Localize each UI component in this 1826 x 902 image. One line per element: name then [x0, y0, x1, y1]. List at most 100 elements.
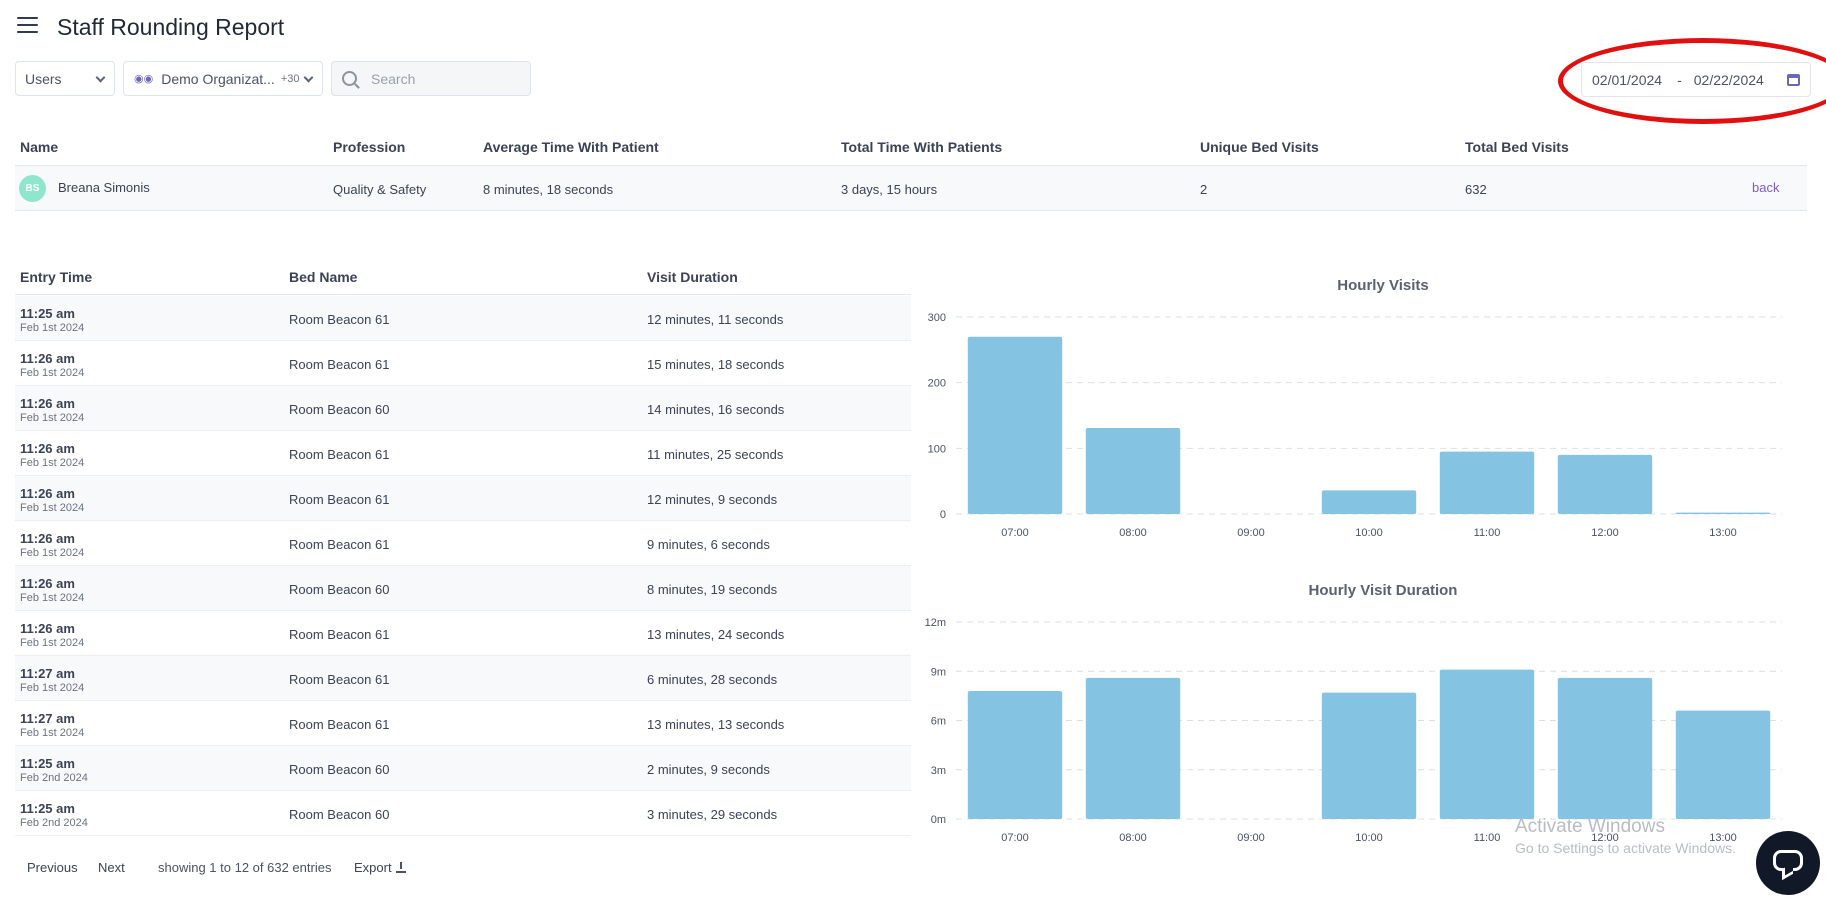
- date-end[interactable]: 02/22/2024: [1693, 71, 1764, 88]
- bed-name: Room Beacon 60: [289, 807, 390, 822]
- visit-duration: 12 minutes, 11 seconds: [647, 312, 784, 327]
- chevron-down-icon: [95, 72, 106, 83]
- entry-time: 11:26 am: [20, 621, 75, 636]
- entry-date: Feb 1st 2024: [20, 637, 85, 649]
- user-name: Breana Simonis: [58, 180, 150, 195]
- visits-header: Entry Time Bed Name Visit Duration: [15, 269, 911, 295]
- visit-duration: 13 minutes, 13 seconds: [647, 717, 785, 732]
- table-row: 11:26 am Feb 1st 2024 Room Beacon 61 15 min…: [15, 341, 911, 386]
- calendar-icon[interactable]: [1787, 74, 1800, 86]
- entry-date: Feb 1st 2024: [20, 727, 85, 739]
- previous-button[interactable]: Previous: [27, 860, 78, 875]
- visit-duration: 6 minutes, 28 seconds: [647, 672, 778, 687]
- visit-duration: 13 minutes, 24 seconds: [647, 627, 785, 642]
- visit-duration: 2 minutes, 9 seconds: [647, 762, 770, 777]
- y-tick-label: 12m: [925, 617, 946, 629]
- windows-watermark: Activate Windows Go to Settings to activ…: [1515, 816, 1736, 856]
- col-name: Name: [20, 139, 59, 155]
- table-row: 11:27 am Feb 1st 2024 Room Beacon 61 6 minu…: [15, 656, 911, 701]
- hourly-visits-svg: Hourly Visits 0 100 200 300 07:00 08:00 09:00 10…: [928, 277, 1782, 539]
- user-profession: Quality & Safety: [333, 182, 427, 197]
- next-button[interactable]: Next: [98, 860, 125, 875]
- bed-name: Room Beacon 61: [289, 492, 390, 507]
- bed-name: Room Beacon 61: [289, 537, 390, 552]
- col-visit-duration: Visit Duration: [647, 269, 738, 285]
- entries-info: showing 1 to 12 of 632 entries: [158, 860, 332, 875]
- unique-beds-value: 2: [1200, 182, 1208, 197]
- table-row: 11:26 am Feb 1st 2024 Room Beacon 60 8 minu…: [15, 566, 911, 611]
- search-placeholder: Search: [371, 70, 416, 87]
- export-label: Export: [354, 860, 392, 875]
- y-tick-label: 0: [940, 509, 946, 521]
- entry-time: 11:26 am: [20, 576, 75, 591]
- bed-name: Room Beacon 60: [289, 762, 390, 777]
- entry-date: Feb 2nd 2024: [20, 817, 88, 829]
- chat-icon: [1773, 850, 1803, 871]
- entry-time: 11:25 am: [20, 756, 75, 771]
- chat-button[interactable]: [1756, 831, 1820, 895]
- search-icon: [342, 71, 357, 86]
- x-tick-label: 07:00: [1001, 832, 1029, 844]
- users-select[interactable]: Users: [15, 61, 115, 96]
- visit-duration: 11 minutes, 25 seconds: [647, 447, 784, 462]
- total-beds-value: 632: [1465, 182, 1487, 197]
- entry-date: Feb 1st 2024: [20, 322, 85, 334]
- users-select-label: Users: [25, 70, 62, 87]
- entry-date: Feb 1st 2024: [20, 412, 85, 424]
- x-tick-label: 13:00: [1709, 832, 1737, 844]
- x-tick-label: 09:00: [1237, 527, 1265, 539]
- page-title: Staff Rounding Report: [57, 14, 285, 40]
- visit-duration: 14 minutes, 16 seconds: [647, 402, 785, 417]
- entry-date: Feb 1st 2024: [20, 457, 85, 469]
- entry-time: 11:27 am: [20, 711, 75, 726]
- watermark-line2: Go to Settings to activate Windows.: [1515, 840, 1736, 856]
- date-start[interactable]: 02/01/2024: [1592, 71, 1663, 88]
- visits-table: 11:25 am Feb 1st 2024 Room Beacon 61 12 min…: [15, 296, 911, 836]
- bar: [1321, 692, 1417, 819]
- watermark-line1: Activate Windows: [1515, 816, 1665, 837]
- bed-name: Room Beacon 61: [289, 312, 390, 327]
- table-row: 11:26 am Feb 1st 2024 Room Beacon 61 9 minu…: [15, 521, 911, 566]
- hourly-duration-chart: Hourly Visit Duration 0m 3m 6m 9m 12m 07:00 08:…: [924, 575, 1794, 855]
- bed-name: Room Beacon 61: [289, 357, 390, 372]
- visit-duration: 3 minutes, 29 seconds: [647, 807, 778, 822]
- entry-date: Feb 1st 2024: [20, 682, 85, 694]
- table-row: 11:26 am Feb 1st 2024 Room Beacon 61 13 min…: [15, 611, 911, 656]
- bar: [1439, 451, 1535, 514]
- back-link[interactable]: back: [1752, 180, 1780, 195]
- date-separator: -: [1677, 71, 1682, 88]
- table-row: 11:27 am Feb 1st 2024 Room Beacon 61 13 min…: [15, 701, 911, 746]
- bed-name: Room Beacon 61: [289, 627, 390, 642]
- bed-name: Room Beacon 61: [289, 717, 390, 732]
- table-row: 11:26 am Feb 1st 2024 Room Beacon 60 14 min…: [15, 386, 911, 431]
- date-range-picker[interactable]: 02/01/2024 - 02/22/2024: [1581, 62, 1811, 97]
- x-tick-label: 13:00: [1709, 527, 1737, 539]
- entry-date: Feb 1st 2024: [20, 547, 85, 559]
- avg-time-value: 8 minutes, 18 seconds: [483, 182, 614, 197]
- x-tick-label: 08:00: [1119, 832, 1147, 844]
- export-button[interactable]: Export: [354, 860, 406, 875]
- bar: [1675, 710, 1771, 819]
- col-total-time: Total Time With Patients: [841, 139, 1003, 155]
- x-tick-label: 09:00: [1237, 832, 1265, 844]
- y-tick-label: 0m: [931, 814, 946, 826]
- entry-time: 11:25 am: [20, 801, 75, 816]
- entry-time: 11:25 am: [20, 306, 75, 321]
- avatar: BS: [19, 175, 46, 202]
- entry-date: Feb 1st 2024: [20, 367, 85, 379]
- entry-time: 11:27 am: [20, 666, 75, 681]
- entry-time: 11:26 am: [20, 351, 75, 366]
- hamburger-icon[interactable]: [17, 17, 38, 33]
- search-input[interactable]: Search: [331, 61, 531, 96]
- x-tick-label: 10:00: [1355, 527, 1383, 539]
- organization-select[interactable]: ◉◉ Demo Organizat... +30: [123, 61, 323, 96]
- chart-title: Hourly Visits: [1337, 277, 1428, 294]
- col-profession: Profession: [333, 139, 406, 155]
- col-avg-time: Average Time With Patient: [483, 139, 659, 155]
- col-unique-beds: Unique Bed Visits: [1200, 139, 1319, 155]
- bar: [1557, 454, 1653, 514]
- entry-time: 11:26 am: [20, 396, 75, 411]
- x-tick-label: 11:00: [1474, 527, 1501, 539]
- col-total-beds: Total Bed Visits: [1465, 139, 1569, 155]
- organization-label: Demo Organizat...: [161, 70, 275, 87]
